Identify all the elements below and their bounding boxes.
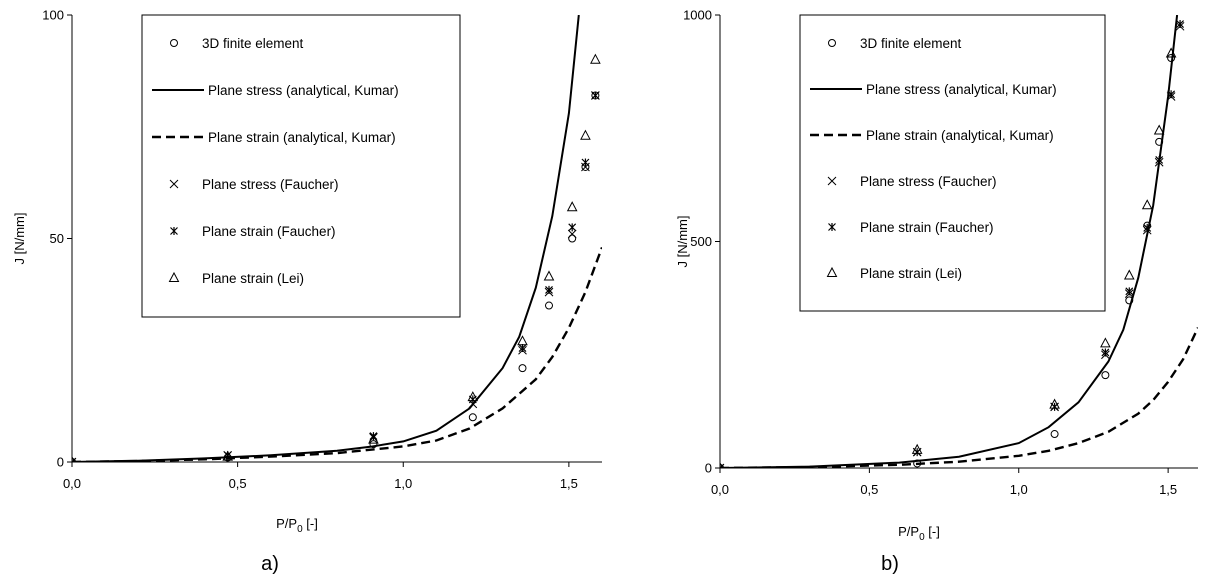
data-point-triangle [590,53,601,64]
data-point-triangle [467,391,479,402]
data-point-star [518,344,527,353]
data-point-triangle [911,443,923,454]
data-point-triangle [1141,199,1153,210]
x-tick-label: 0,5 [860,482,878,497]
data-point-circle [1101,371,1110,380]
data-point-x [468,399,478,409]
data-point-triangle [720,461,724,468]
data-point-triangle [222,450,234,461]
x-axis-label: P/P0 [-] [898,524,940,543]
legend-entry: Plane stress (analytical, Kumar) [208,83,399,98]
data-point-triangle [1123,269,1135,280]
data-point-triangle [566,201,578,212]
series-line-plane-strain [720,327,1198,468]
data-point-circle [568,234,577,243]
y-tick-label: 0 [57,455,64,470]
legend-box [141,14,461,318]
legend-entry: Plane strain (analytical, Kumar) [866,128,1054,143]
legend-marker-star [828,223,836,231]
legend-marker-star [170,227,178,235]
legend-marker-triangle [168,271,180,282]
data-point-star [1101,348,1110,357]
data-point-triangle [1100,337,1111,348]
data-point-triangle [72,455,76,462]
data-point-star [591,91,600,100]
legend-marker-triangle [826,266,838,277]
data-point-star [568,223,577,232]
y-axis-label: J [N/mm] [12,213,27,265]
data-point-star [581,158,590,167]
legend-entry: Plane strain (Faucher) [860,220,994,235]
legend-entry: Plane stress (Faucher) [860,174,997,189]
data-point-triangle [543,270,555,281]
x-tick-label: 1,0 [394,476,412,491]
legend-entry: Plane stress (analytical, Kumar) [866,82,1057,97]
data-point-x [581,162,590,172]
data-point-triangle [368,433,379,444]
data-point-star [1176,20,1184,29]
legend: 3D finite element Plane stress (analytica… [799,14,1106,312]
data-point-circle [468,413,477,422]
x-tick-label: 1,5 [1159,482,1177,497]
data-point-star [545,285,553,294]
x-tick-label: 1,0 [1010,482,1028,497]
y-tick-label: 1000 [683,8,712,23]
data-point-triangle [580,129,591,140]
data-point-triangle [517,335,528,346]
legend-box [799,14,1106,312]
legend-entry: 3D finite element [860,36,962,51]
legend-marker-x [827,176,837,186]
data-point-triangle [1049,398,1060,409]
x-tick-label: 0,5 [229,476,247,491]
legend-entry: Plane strain (Faucher) [202,224,336,239]
legend-marker-x [169,179,179,189]
chart-b: 0 500 1000 0,0 0,5 1,0 1,5 P/P0 [-] J [N/mm] b) 3D… [675,8,1198,575]
legend-entry: Plane stress (Faucher) [202,177,339,192]
y-tick-label: 100 [42,8,64,23]
data-point-circle [518,364,527,373]
panel-caption: a) [261,553,279,575]
panel-caption: b) [881,553,899,575]
x-tick-label: 0,0 [711,482,729,497]
legend-marker-circle [170,39,178,47]
series-line-plane-stress [720,15,1179,468]
y-axis-label: J [N/mm] [675,216,690,268]
data-point-triangle [1165,47,1177,58]
data-point-star [1167,90,1176,99]
plot-area [72,15,602,462]
data-point-circle [369,440,378,449]
legend-entry: Plane strain (Lei) [202,271,304,286]
legend-entry: Plane strain (analytical, Kumar) [208,130,396,145]
data-point-star [720,464,724,468]
y-tick-label: 500 [690,234,712,249]
legend-entry: Plane strain (Lei) [860,266,962,281]
legend-entry: 3D finite element [202,36,304,51]
data-point-triangle [1153,124,1165,135]
chart-a: 0 50 100 0,0 0,5 1,0 1,5 P/P0 [-] J [N/mm] a) 3D f… [12,8,602,575]
legend-marker-circle [828,39,836,47]
series-line-plane-strain [72,246,602,462]
data-point-circle [1050,430,1059,439]
data-point-x [567,229,577,239]
plot-area [720,15,1198,468]
x-tick-label: 0,0 [63,476,81,491]
data-point-star [1155,155,1164,164]
y-tick-label: 0 [705,461,712,476]
x-tick-label: 1,5 [560,476,578,491]
data-point-star [72,458,76,462]
data-point-circle [545,301,553,310]
data-point-star [1125,287,1134,296]
legend: 3D finite element Plane stress (analytica… [141,14,461,318]
data-point-star [1143,223,1152,232]
x-axis-label: P/P0 [-] [276,516,318,535]
y-tick-label: 50 [50,231,64,246]
